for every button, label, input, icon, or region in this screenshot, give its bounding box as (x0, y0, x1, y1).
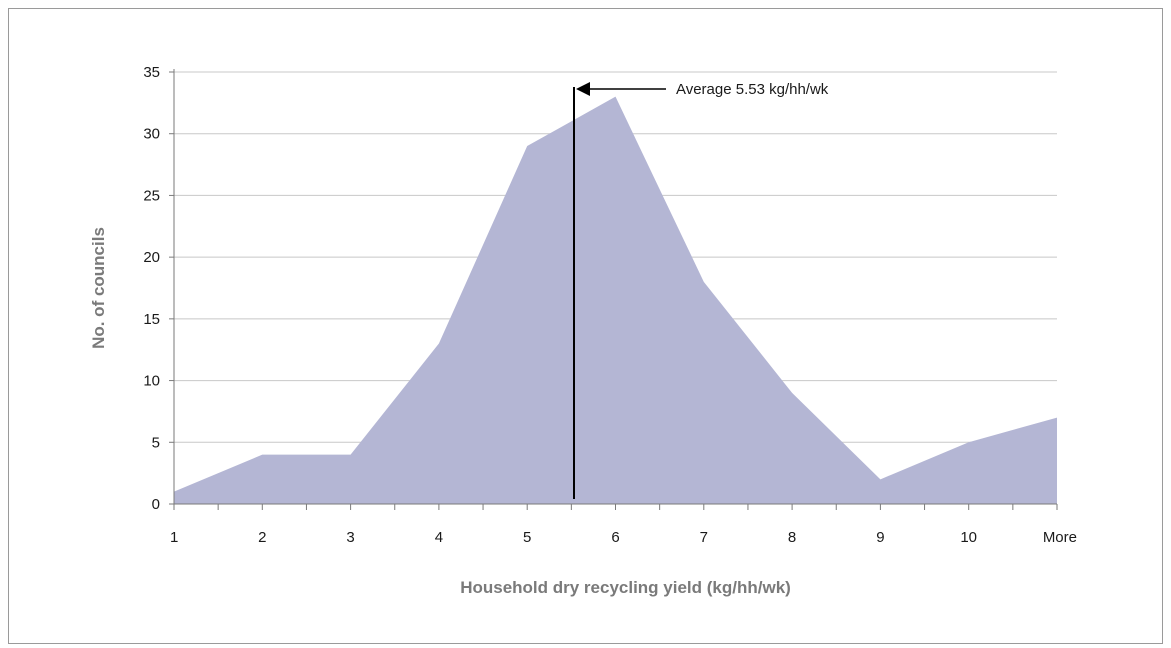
x-tick-label: 8 (788, 529, 796, 546)
x-tick-labels: 1 2 3 4 5 6 7 8 9 10 More (170, 529, 1077, 546)
x-tick-label: 4 (435, 529, 443, 546)
x-axis-title: Household dry recycling yield (kg/hh/wk) (460, 578, 791, 597)
x-tick-label: 9 (876, 529, 884, 546)
average-annotation: Average 5.53 kg/hh/wk (676, 81, 829, 98)
x-tick-label: 2 (258, 529, 266, 546)
y-tick-label: 35 (143, 64, 160, 81)
average-arrow-head (575, 82, 590, 96)
x-tick-label: 3 (346, 529, 354, 546)
x-tick-label: More (1043, 529, 1077, 546)
x-tick-label: 1 (170, 529, 178, 546)
y-tick-labels: 0 5 10 15 20 25 30 35 (143, 64, 160, 513)
x-tick-label: 10 (960, 529, 977, 546)
x-tick-label: 5 (523, 529, 531, 546)
y-tick-label: 30 (143, 126, 160, 143)
y-tick-label: 10 (143, 373, 160, 390)
y-tick-label: 25 (143, 187, 160, 204)
area-series (174, 96, 1057, 504)
axes (169, 69, 1058, 510)
y-tick-label: 5 (152, 434, 160, 451)
y-axis-title: No. of councils (89, 227, 108, 349)
y-tick-label: 0 (152, 496, 160, 513)
y-tick-label: 15 (143, 311, 160, 328)
y-tick-label: 20 (143, 249, 160, 266)
x-tick-label: 7 (700, 529, 708, 546)
x-tick-label: 6 (611, 529, 619, 546)
